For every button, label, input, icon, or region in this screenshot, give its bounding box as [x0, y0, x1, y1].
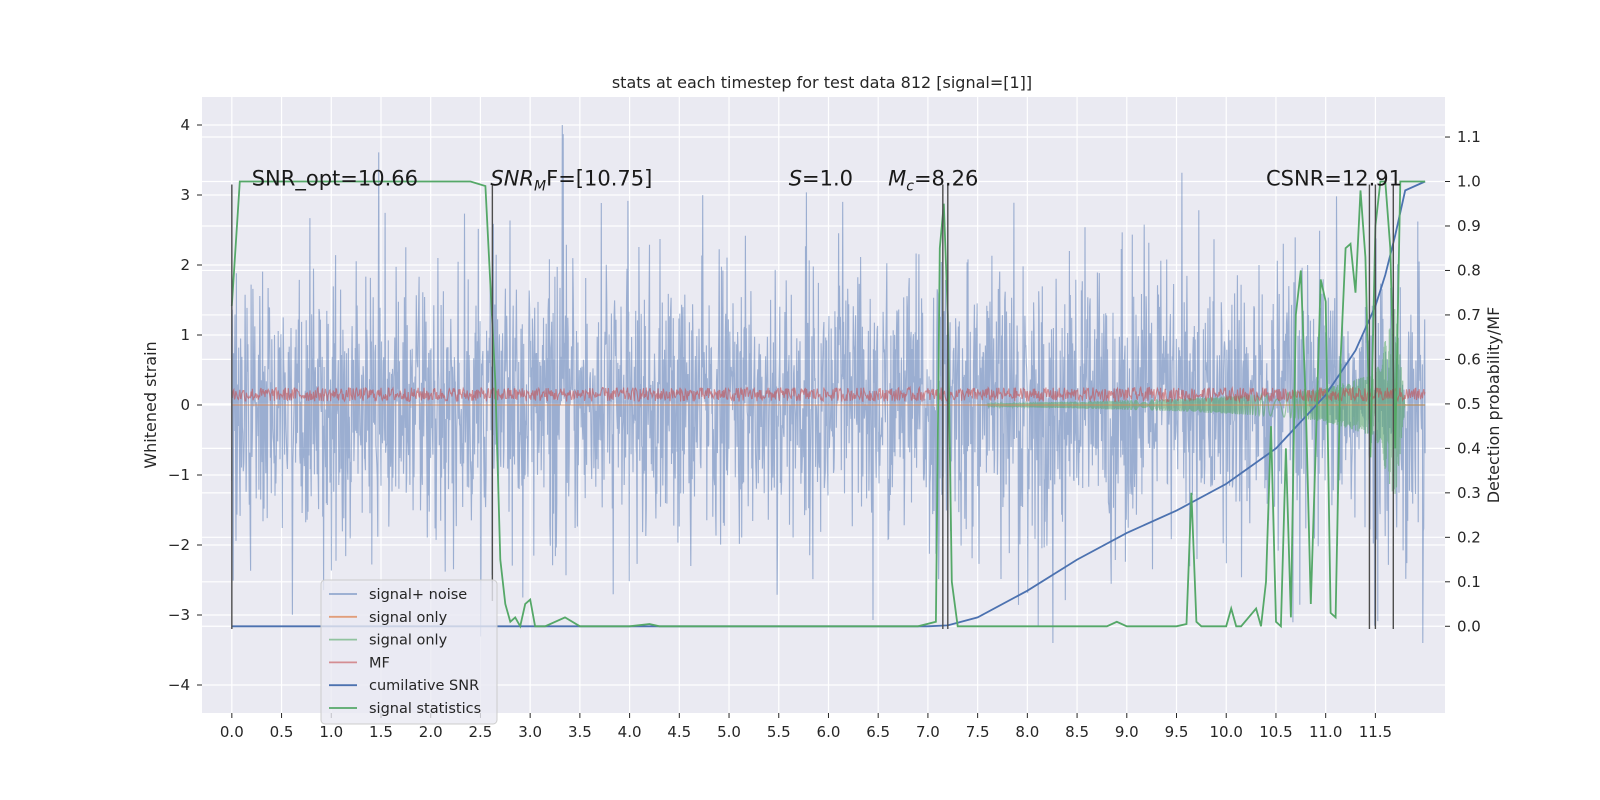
- y2-tick-label: 0.8: [1457, 261, 1481, 279]
- annotations: SNR_opt=10.66 SNRMF=[10.75] S=1.0 Mc=8.26 CS…: [252, 167, 1402, 195]
- x-tick-label: 11.0: [1309, 723, 1342, 741]
- legend-label: signal only: [369, 633, 448, 649]
- x-tick-label: 6.5: [866, 723, 890, 741]
- y2-tick-label: 0.0: [1457, 617, 1481, 635]
- y2-tick-label: 0.7: [1457, 306, 1481, 324]
- x-tick-label: 0.5: [270, 723, 294, 741]
- signal-only-series: [977, 309, 1426, 494]
- x-tick-label: 4.5: [667, 723, 691, 741]
- annotation-text: CSNR=12.91: [1266, 167, 1402, 191]
- y-tick-label: −4: [168, 676, 190, 694]
- x-tick-label: 3.5: [568, 723, 592, 741]
- x-tick-label: 3.0: [518, 723, 542, 741]
- y2-tick-label: 1.0: [1457, 173, 1481, 191]
- annotation-text: SNRMF=[10.75]: [490, 167, 652, 195]
- annotation-text: S=1.0: [789, 167, 853, 191]
- y-tick-label: 0: [180, 396, 190, 414]
- legend-label: MF: [369, 655, 390, 671]
- x-tick-label: 5.0: [717, 723, 741, 741]
- x-tick-label: 7.5: [966, 723, 990, 741]
- y2-tick-label: 0.1: [1457, 573, 1481, 591]
- cumulative-snr-series: [231, 180, 1426, 628]
- annotation-text: Mc=8.26: [888, 167, 978, 195]
- x-tick-label: 8.5: [1065, 723, 1089, 741]
- x-tick-label: 11.5: [1359, 723, 1392, 741]
- signal-noise-series: [231, 124, 1426, 644]
- y-tick-label: 3: [180, 186, 190, 204]
- y-tick-label: 1: [180, 326, 190, 344]
- axes: 0.0 0.5 1.0 1.5 2.0 2.5 3.0 3.5 4.0 4.5 5.0 5.5 6.0 6…: [168, 116, 1481, 741]
- y2-tick-label: 0.6: [1457, 350, 1481, 368]
- data-layer: [230, 124, 1426, 644]
- legend-label: signal only: [369, 610, 448, 626]
- signal-statistics-series: [230, 180, 1426, 629]
- y2-tick-label: 0.2: [1457, 528, 1481, 546]
- y2-axis-label: Detection probability/MF: [1484, 307, 1503, 504]
- annotation-text: SNR_opt=10.66: [252, 167, 418, 192]
- x-tick-label: 9.5: [1165, 723, 1189, 741]
- x-tick-label: 2.0: [419, 723, 443, 741]
- vertical-markers: [231, 184, 1394, 629]
- x-tick-label: 4.0: [618, 723, 642, 741]
- x-tick-label: 9.0: [1115, 723, 1139, 741]
- legend-label: signal+ noise: [369, 587, 467, 603]
- x-tick-label: 2.5: [469, 723, 493, 741]
- y-tick-label: 2: [180, 256, 190, 274]
- x-tick-label: 10.0: [1210, 723, 1243, 741]
- x-tick-label: 10.5: [1259, 723, 1292, 741]
- mf-series: [231, 385, 1426, 404]
- x-tick-label: 1.5: [369, 723, 393, 741]
- y2-tick-label: 0.3: [1457, 484, 1481, 502]
- y-axis-label: Whitened strain: [141, 341, 160, 468]
- legend: signal+ noise signal only signal only MF cum…: [320, 579, 498, 725]
- y-tick-label: −3: [168, 606, 190, 624]
- x-tick-label: 5.5: [767, 723, 791, 741]
- y-tick-label: −2: [168, 536, 190, 554]
- x-tick-label: 6.0: [817, 723, 841, 741]
- x-tick-label: 1.0: [319, 723, 343, 741]
- y2-tick-label: 0.9: [1457, 217, 1481, 235]
- y2-tick-label: 1.1: [1457, 128, 1481, 146]
- legend-box: [320, 579, 498, 725]
- y2-tick-label: 0.4: [1457, 439, 1481, 457]
- y-tick-label: −1: [168, 466, 190, 484]
- y-tick-label: 4: [180, 116, 190, 134]
- chart-title: stats at each timestep for test data 812…: [612, 73, 1032, 92]
- legend-label: cumilative SNR: [369, 678, 479, 694]
- legend-label: signal statistics: [369, 701, 481, 717]
- x-tick-label: 8.0: [1015, 723, 1039, 741]
- x-tick-label: 7.0: [916, 723, 940, 741]
- y2-tick-label: 0.5: [1457, 395, 1481, 413]
- x-tick-label: 0.0: [220, 723, 244, 741]
